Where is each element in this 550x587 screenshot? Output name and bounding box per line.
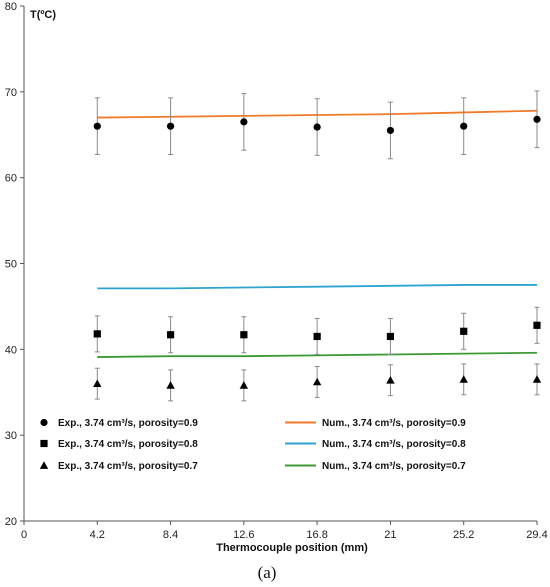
series-line (97, 284, 537, 290)
marker-triangle (93, 379, 102, 388)
y-tick-label: 50 (5, 259, 17, 271)
marker-square (40, 439, 48, 448)
legend-label: Exp., 3.74 cm³/s, porosity=0.8 (58, 439, 198, 450)
marker-triangle (166, 381, 175, 389)
legend-label: Exp., 3.74 cm³/s, porosity=0.9 (58, 418, 198, 429)
y-tick-label: 20 (5, 516, 17, 528)
marker-square (313, 332, 321, 341)
y-tick-label: 60 (5, 173, 17, 185)
legend-label: Num., 3.74 cm³/s, porosity=0.7 (322, 461, 466, 472)
series-markers (93, 90, 542, 402)
x-tick-label: 21 (384, 529, 396, 541)
marker-circle (93, 122, 101, 130)
marker-triangle (239, 381, 249, 389)
marker-circle (240, 118, 248, 126)
marker-circle (313, 123, 321, 131)
legend: Exp., 3.74 cm³/s, porosity=0.9 Exp., 3.74… (39, 418, 466, 472)
legend-label: Num., 3.74 cm³/s, porosity=0.8 (322, 439, 466, 450)
x-tick-label: 0 (21, 529, 27, 541)
marker-square (460, 327, 468, 335)
x-tick-label: 29.4 (526, 529, 547, 541)
marker-triangle (39, 461, 49, 469)
marker-triangle (532, 375, 542, 383)
x-tick-label: 4.2 (90, 529, 105, 541)
x-tick-label: 16.8 (306, 529, 327, 541)
panel-label: (a) (258, 563, 277, 582)
marker-triangle (312, 377, 322, 386)
y-tick-label: 70 (5, 87, 17, 99)
axes (20, 5, 538, 525)
y-tick-label: 30 (5, 430, 17, 442)
marker-square (166, 331, 175, 339)
marker-circle (386, 126, 395, 135)
x-axis-title: Thermocouple position (mm) (216, 542, 368, 554)
marker-circle (533, 115, 541, 123)
series-line (97, 351, 538, 358)
marker-square (386, 332, 395, 341)
marker-square (240, 331, 248, 339)
marker-triangle (459, 375, 468, 383)
marker-square (533, 321, 541, 329)
legend-label: Num., 3.74 cm³/s, porosity=0.9 (322, 418, 466, 429)
y-tick-label: 40 (5, 344, 17, 356)
y-axis-title: T(ºC) (30, 9, 56, 21)
marker-triangle (386, 376, 395, 384)
x-tick-label: 25.2 (453, 529, 474, 541)
marker-circle (40, 418, 48, 427)
x-tick-label: 8.4 (163, 529, 178, 541)
marker-circle (166, 122, 175, 130)
marker-square (93, 330, 101, 338)
legend-label: Exp., 3.74 cm³/s, porosity=0.7 (58, 461, 198, 472)
x-tick-label: 12.6 (233, 529, 254, 541)
y-tick-label: 80 (5, 1, 17, 13)
tick-labels: 20 30 40 50 60 70 80 0 4.2 8.4 12.6 16.8 21 25.2 29.4 (5, 1, 548, 541)
marker-circle (460, 122, 468, 130)
